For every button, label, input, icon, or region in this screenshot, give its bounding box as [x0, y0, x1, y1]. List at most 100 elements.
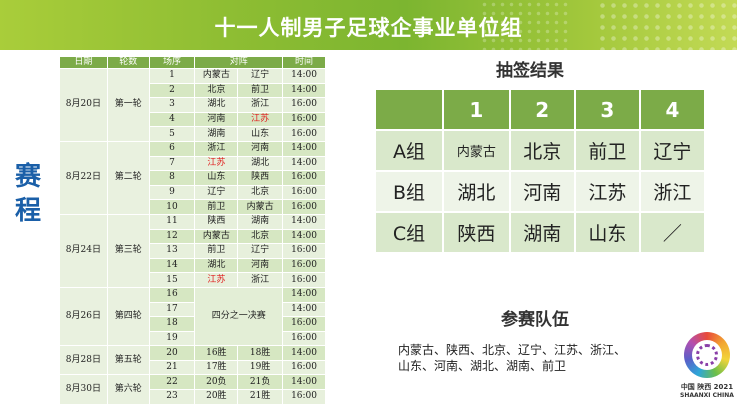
table-row: 15 江苏 浙江 16:00: [60, 272, 326, 288]
schedule-match-no: 11: [148, 213, 196, 230]
schedule-match-no: 14: [148, 257, 196, 274]
table-row: 8月30日 第六轮 22 20负 21负 14:00: [59, 374, 326, 405]
draw-title: 抽签结果: [496, 61, 564, 81]
schedule-team: 16胜: [194, 345, 239, 361]
draw-team-cell: 前卫: [573, 129, 641, 172]
teams-list: 内蒙古、陕西、北京、辽宁、江苏、浙江、 山东、河南、湖北、湖南、前卫: [398, 342, 668, 374]
schedule-team: 18胜: [237, 345, 284, 361]
schedule-match-no: 3: [148, 97, 196, 113]
schedule-time: 14:00: [282, 286, 326, 303]
schedule-team: 前卫: [237, 82, 284, 99]
header-date: 日期: [59, 56, 108, 69]
schedule-date: 8月22日: [59, 140, 108, 215]
draw-table: 1 2 3 4 A组 内蒙古 北京 前卫 辽宁 B组 湖北 河南 江苏 浙江 C…: [374, 88, 707, 254]
table-row: 23 20胜 21胜 16:00: [60, 389, 326, 405]
schedule-team: 河南: [194, 111, 239, 128]
schedule-team: 21胜: [237, 389, 284, 405]
schedule-time: 14:00: [282, 213, 326, 230]
draw-team-cell: 河南: [508, 170, 576, 213]
draw-team-cell: 陕西: [442, 211, 511, 254]
table-row: 8月24日 第三轮 11 陕西 湖南 14:00: [59, 213, 326, 288]
logo-text-en: SHAANXI CHINA: [680, 392, 734, 399]
schedule-team: 辽宁: [194, 184, 239, 201]
header-matchup: 对阵: [194, 56, 284, 69]
table-row: 8月20日 第一轮 1 内蒙古 辽宁 14:00: [59, 68, 326, 142]
schedule-match-no: 18: [148, 316, 196, 332]
header-round: 轮数: [106, 56, 150, 69]
schedule-team: 浙江: [194, 140, 239, 157]
schedule-match-no: 12: [148, 228, 196, 245]
table-row: 7 江苏 湖北 14:00: [60, 155, 326, 172]
schedule-time: 16:00: [282, 359, 326, 376]
banner-decoration-dots: [480, 0, 570, 50]
schedule-team: 湖南: [237, 213, 284, 230]
draw-row-a: A组 内蒙古 北京 前卫 辽宁: [374, 129, 707, 172]
schedule-team: 20负: [194, 374, 239, 391]
schedule-header-row: 日期 轮数 场序 对阵 时间: [59, 56, 326, 69]
header-match-no: 场序: [148, 56, 196, 69]
schedule-team: 江苏: [194, 272, 239, 288]
schedule-match-no: 2: [148, 82, 196, 99]
table-row: 18 16:00: [60, 316, 326, 332]
schedule-match-no: 20: [148, 345, 196, 361]
schedule-time: 14:00: [282, 68, 326, 84]
schedule-round: 第四轮: [106, 286, 150, 347]
schedule-date: 8月24日: [59, 213, 108, 288]
schedule-team: 北京: [237, 228, 284, 245]
schedule-round: 第三轮: [106, 213, 150, 288]
schedule-time: 16:00: [282, 111, 326, 128]
schedule-team: 湖北: [194, 97, 239, 113]
schedule-team: 前卫: [194, 243, 239, 259]
schedule-match-no: 17: [148, 301, 196, 318]
schedule-time: 16:00: [282, 243, 326, 259]
schedule-match-no: 21: [148, 359, 196, 376]
header-time: 时间: [282, 56, 326, 69]
schedule-team: 前卫: [194, 199, 239, 215]
schedule-match-no: 19: [148, 330, 196, 347]
teams-list-line: 山东、河南、湖北、湖南、前卫: [398, 359, 567, 373]
schedule-time: 16:00: [282, 272, 326, 288]
schedule-team: 江苏: [237, 111, 284, 128]
schedule-team: 内蒙古: [194, 68, 239, 84]
schedule-time: 14:00: [282, 140, 326, 157]
schedule-time: 16:00: [282, 184, 326, 201]
schedule-team: 内蒙古: [194, 228, 239, 245]
schedule-match-no: 22: [148, 374, 196, 391]
draw-team-cell-highlight: 江苏: [573, 170, 641, 213]
schedule-team: 北京: [194, 82, 239, 99]
schedule-time: 16:00: [282, 170, 326, 186]
schedule-time: 16:00: [282, 97, 326, 113]
schedule-team: 陕西: [194, 213, 239, 230]
schedule-team: 19胜: [237, 359, 284, 376]
draw-group-label: B组: [374, 170, 444, 213]
table-row: 17 14:00: [60, 301, 326, 318]
page-title: 十一人制男子足球企事业单位组: [214, 16, 523, 40]
schedule-team: 陕西: [237, 170, 284, 186]
schedule-table: 日期 轮数 场序 对阵 时间 8月20日 第一轮 1 内蒙古 辽宁 14:00 2 北京 前卫 1…: [59, 56, 326, 405]
schedule-team: 内蒙古: [237, 199, 284, 215]
schedule-round: 第一轮: [106, 68, 150, 142]
schedule-match-no: 4: [148, 111, 196, 128]
table-row: 13 前卫 辽宁 16:00: [60, 243, 326, 259]
schedule-match-no: 15: [148, 272, 196, 288]
schedule-team: 山东: [194, 170, 239, 186]
table-row: 21 17胜 19胜 16:00: [60, 359, 326, 376]
draw-group-label: A组: [374, 129, 444, 172]
draw-col-header: 1: [442, 88, 511, 131]
draw-col-header: 4: [638, 88, 707, 131]
schedule-time: 14:00: [282, 301, 326, 318]
schedule-date: 8月20日: [59, 68, 108, 142]
schedule-date: 8月30日: [59, 374, 108, 405]
schedule-team: 21负: [237, 374, 284, 391]
schedule-time: 14:00: [282, 82, 326, 99]
schedule-team: 辽宁: [237, 68, 284, 84]
schedule-team: 湖北: [194, 257, 239, 274]
schedule-round: 第二轮: [106, 140, 150, 215]
schedule-round: 第六轮: [106, 374, 150, 405]
table-row: 8月28日 第五轮 20 16胜 18胜 14:00: [59, 345, 326, 376]
schedule-team: 17胜: [194, 359, 239, 376]
schedule-time: 14:00: [282, 374, 326, 391]
schedule-match-no: 9: [148, 184, 196, 201]
schedule-match-no: 23: [148, 389, 196, 405]
